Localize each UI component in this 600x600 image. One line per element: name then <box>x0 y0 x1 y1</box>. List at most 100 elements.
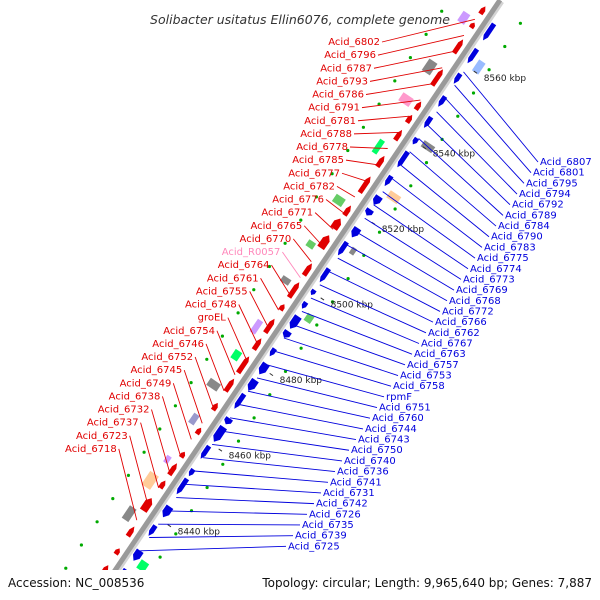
reverse-gene-label[interactable]: Acid_6760 <box>372 413 424 424</box>
gene-leader-line <box>328 271 434 323</box>
reverse-gene-label[interactable]: Acid_6725 <box>288 541 340 552</box>
marker-dot <box>471 91 476 95</box>
marker-dot <box>456 114 460 118</box>
forward-gene-arrow <box>468 22 475 30</box>
reverse-gene-label[interactable]: Acid_6758 <box>393 381 445 392</box>
reverse-gene-label[interactable]: Acid_6807 <box>540 157 592 168</box>
forward-gene-label[interactable]: Acid_6791 <box>308 103 360 114</box>
gene-leader-line <box>172 383 192 440</box>
forward-gene-label[interactable]: Acid_6771 <box>261 208 313 219</box>
forward-gene-label[interactable]: Acid_6793 <box>316 76 368 87</box>
reverse-gene-label[interactable]: rpmF <box>386 392 412 403</box>
reverse-gene-label[interactable]: Acid_6792 <box>512 200 564 211</box>
reverse-gene-label[interactable]: Acid_6736 <box>337 467 389 478</box>
reverse-gene-label[interactable]: Acid_6795 <box>526 178 578 189</box>
reverse-gene-label[interactable]: Acid_6735 <box>302 520 354 531</box>
gene-leader-line <box>310 297 420 344</box>
forward-gene-label[interactable]: groEL <box>198 313 227 324</box>
marker-dot <box>189 381 193 385</box>
reverse-gene-label[interactable]: Acid_6789 <box>505 210 557 221</box>
marker-dot <box>173 404 177 408</box>
reverse-gene-label[interactable]: Acid_6743 <box>358 435 410 446</box>
forward-gene-label[interactable]: Acid_R0057 <box>222 247 281 258</box>
forward-gene-label[interactable]: Acid_6785 <box>292 155 344 166</box>
reverse-gene-label[interactable]: Acid_6751 <box>379 403 431 414</box>
reverse-gene-label[interactable]: Acid_6763 <box>414 349 466 360</box>
reverse-gene-label[interactable]: Acid_6757 <box>407 360 459 371</box>
reverse-gene-label[interactable]: Acid_6750 <box>351 445 403 456</box>
forward-gene-label[interactable]: Acid_6782 <box>283 181 335 192</box>
reverse-gene-label[interactable]: Acid_6739 <box>295 531 347 542</box>
reverse-gene-label[interactable]: Acid_6762 <box>428 328 480 339</box>
reverse-gene-label[interactable]: Acid_6784 <box>498 221 550 232</box>
forward-gene-label[interactable]: Acid_6765 <box>250 221 302 232</box>
forward-gene-arrow <box>263 318 275 335</box>
forward-gene-label[interactable]: Acid_6788 <box>300 129 352 140</box>
marker-dot <box>424 32 428 37</box>
marker-dot <box>361 125 365 129</box>
forward-gene-label[interactable]: Acid_6764 <box>218 260 270 271</box>
gene-leader-line <box>185 483 322 494</box>
reverse-gene-label[interactable]: Acid_6768 <box>449 296 501 307</box>
gene-leader-line <box>319 284 427 334</box>
forward-gene-label[interactable]: Acid_6776 <box>272 195 324 206</box>
forward-gene-label[interactable]: Acid_6718 <box>65 444 117 455</box>
forward-gene-label[interactable]: Acid_6786 <box>312 90 364 101</box>
reverse-gene-label[interactable]: Acid_6726 <box>309 509 361 520</box>
forward-gene-label[interactable]: Acid_6796 <box>324 50 376 61</box>
gene-leader-line <box>427 124 511 206</box>
cog-category-box <box>457 10 471 25</box>
forward-gene-label[interactable]: Acid_6778 <box>296 142 348 153</box>
marker-dot <box>158 555 162 559</box>
reverse-gene-label[interactable]: Acid_6767 <box>421 338 473 349</box>
reverse-gene-label[interactable]: Acid_6773 <box>463 274 515 285</box>
forward-gene-label[interactable]: Acid_6745 <box>130 365 182 376</box>
gene-leader-line <box>325 199 345 214</box>
gene-leader-line <box>381 18 476 43</box>
reverse-gene-arrow <box>200 444 212 459</box>
gene-leader-line <box>336 185 356 198</box>
marker-dot <box>205 357 209 361</box>
reverse-gene-label[interactable]: Acid_6794 <box>519 189 571 200</box>
forward-gene-label[interactable]: Acid_6723 <box>76 431 128 442</box>
reverse-gene-label[interactable]: Acid_6753 <box>400 371 452 382</box>
reverse-gene-label[interactable]: Acid_6731 <box>323 488 375 499</box>
forward-gene-arrow <box>478 6 486 16</box>
forward-gene-arrow <box>125 526 135 538</box>
reverse-gene-label[interactable]: Acid_6774 <box>470 264 522 275</box>
forward-gene-label[interactable]: Acid_6732 <box>98 405 150 416</box>
reverse-gene-label[interactable]: Acid_6769 <box>456 285 508 296</box>
forward-gene-label[interactable]: Acid_6752 <box>141 352 193 363</box>
cog-category-box <box>398 92 414 107</box>
reverse-gene-label[interactable]: Acid_6801 <box>533 168 585 179</box>
marker-dot <box>79 543 83 547</box>
marker-dot <box>377 230 382 234</box>
reverse-gene-label[interactable]: Acid_6775 <box>477 253 529 264</box>
reverse-gene-label[interactable]: Acid_6772 <box>442 306 494 317</box>
forward-gene-label[interactable]: Acid_6746 <box>152 339 204 350</box>
forward-gene-label[interactable]: Acid_6770 <box>240 234 292 245</box>
reverse-gene-label[interactable]: Acid_6742 <box>316 499 368 510</box>
reverse-gene-label[interactable]: Acid_6783 <box>484 242 536 253</box>
gene-leader-line <box>409 151 497 227</box>
forward-gene-label[interactable]: Acid_6781 <box>304 116 356 127</box>
forward-gene-label[interactable]: Acid_6802 <box>328 37 380 48</box>
forward-gene-label[interactable]: Acid_6787 <box>320 63 372 74</box>
forward-gene-label[interactable]: Acid_6748 <box>185 300 237 311</box>
reverse-gene-label[interactable]: Acid_6740 <box>344 456 396 467</box>
reverse-gene-label[interactable]: Acid_6744 <box>365 424 417 435</box>
marker-dot <box>205 485 209 490</box>
forward-gene-label[interactable]: Acid_6761 <box>207 273 259 284</box>
forward-gene-label[interactable]: Acid_6755 <box>196 286 248 297</box>
reverse-gene-label[interactable]: Acid_6766 <box>435 317 487 328</box>
gene-leader-line <box>400 164 490 238</box>
forward-gene-label[interactable]: Acid_6749 <box>120 378 172 389</box>
forward-gene-label[interactable]: Acid_6754 <box>163 326 215 337</box>
forward-gene-label[interactable]: Acid_6777 <box>288 168 340 179</box>
forward-gene-label[interactable]: Acid_6737 <box>87 418 139 429</box>
forward-gene-label[interactable]: Acid_6738 <box>109 391 161 402</box>
gene-leader-line <box>463 71 539 163</box>
forward-gene-arrow <box>167 463 177 477</box>
reverse-gene-label[interactable]: Acid_6790 <box>491 232 543 243</box>
reverse-gene-label[interactable]: Acid_6741 <box>330 477 382 488</box>
